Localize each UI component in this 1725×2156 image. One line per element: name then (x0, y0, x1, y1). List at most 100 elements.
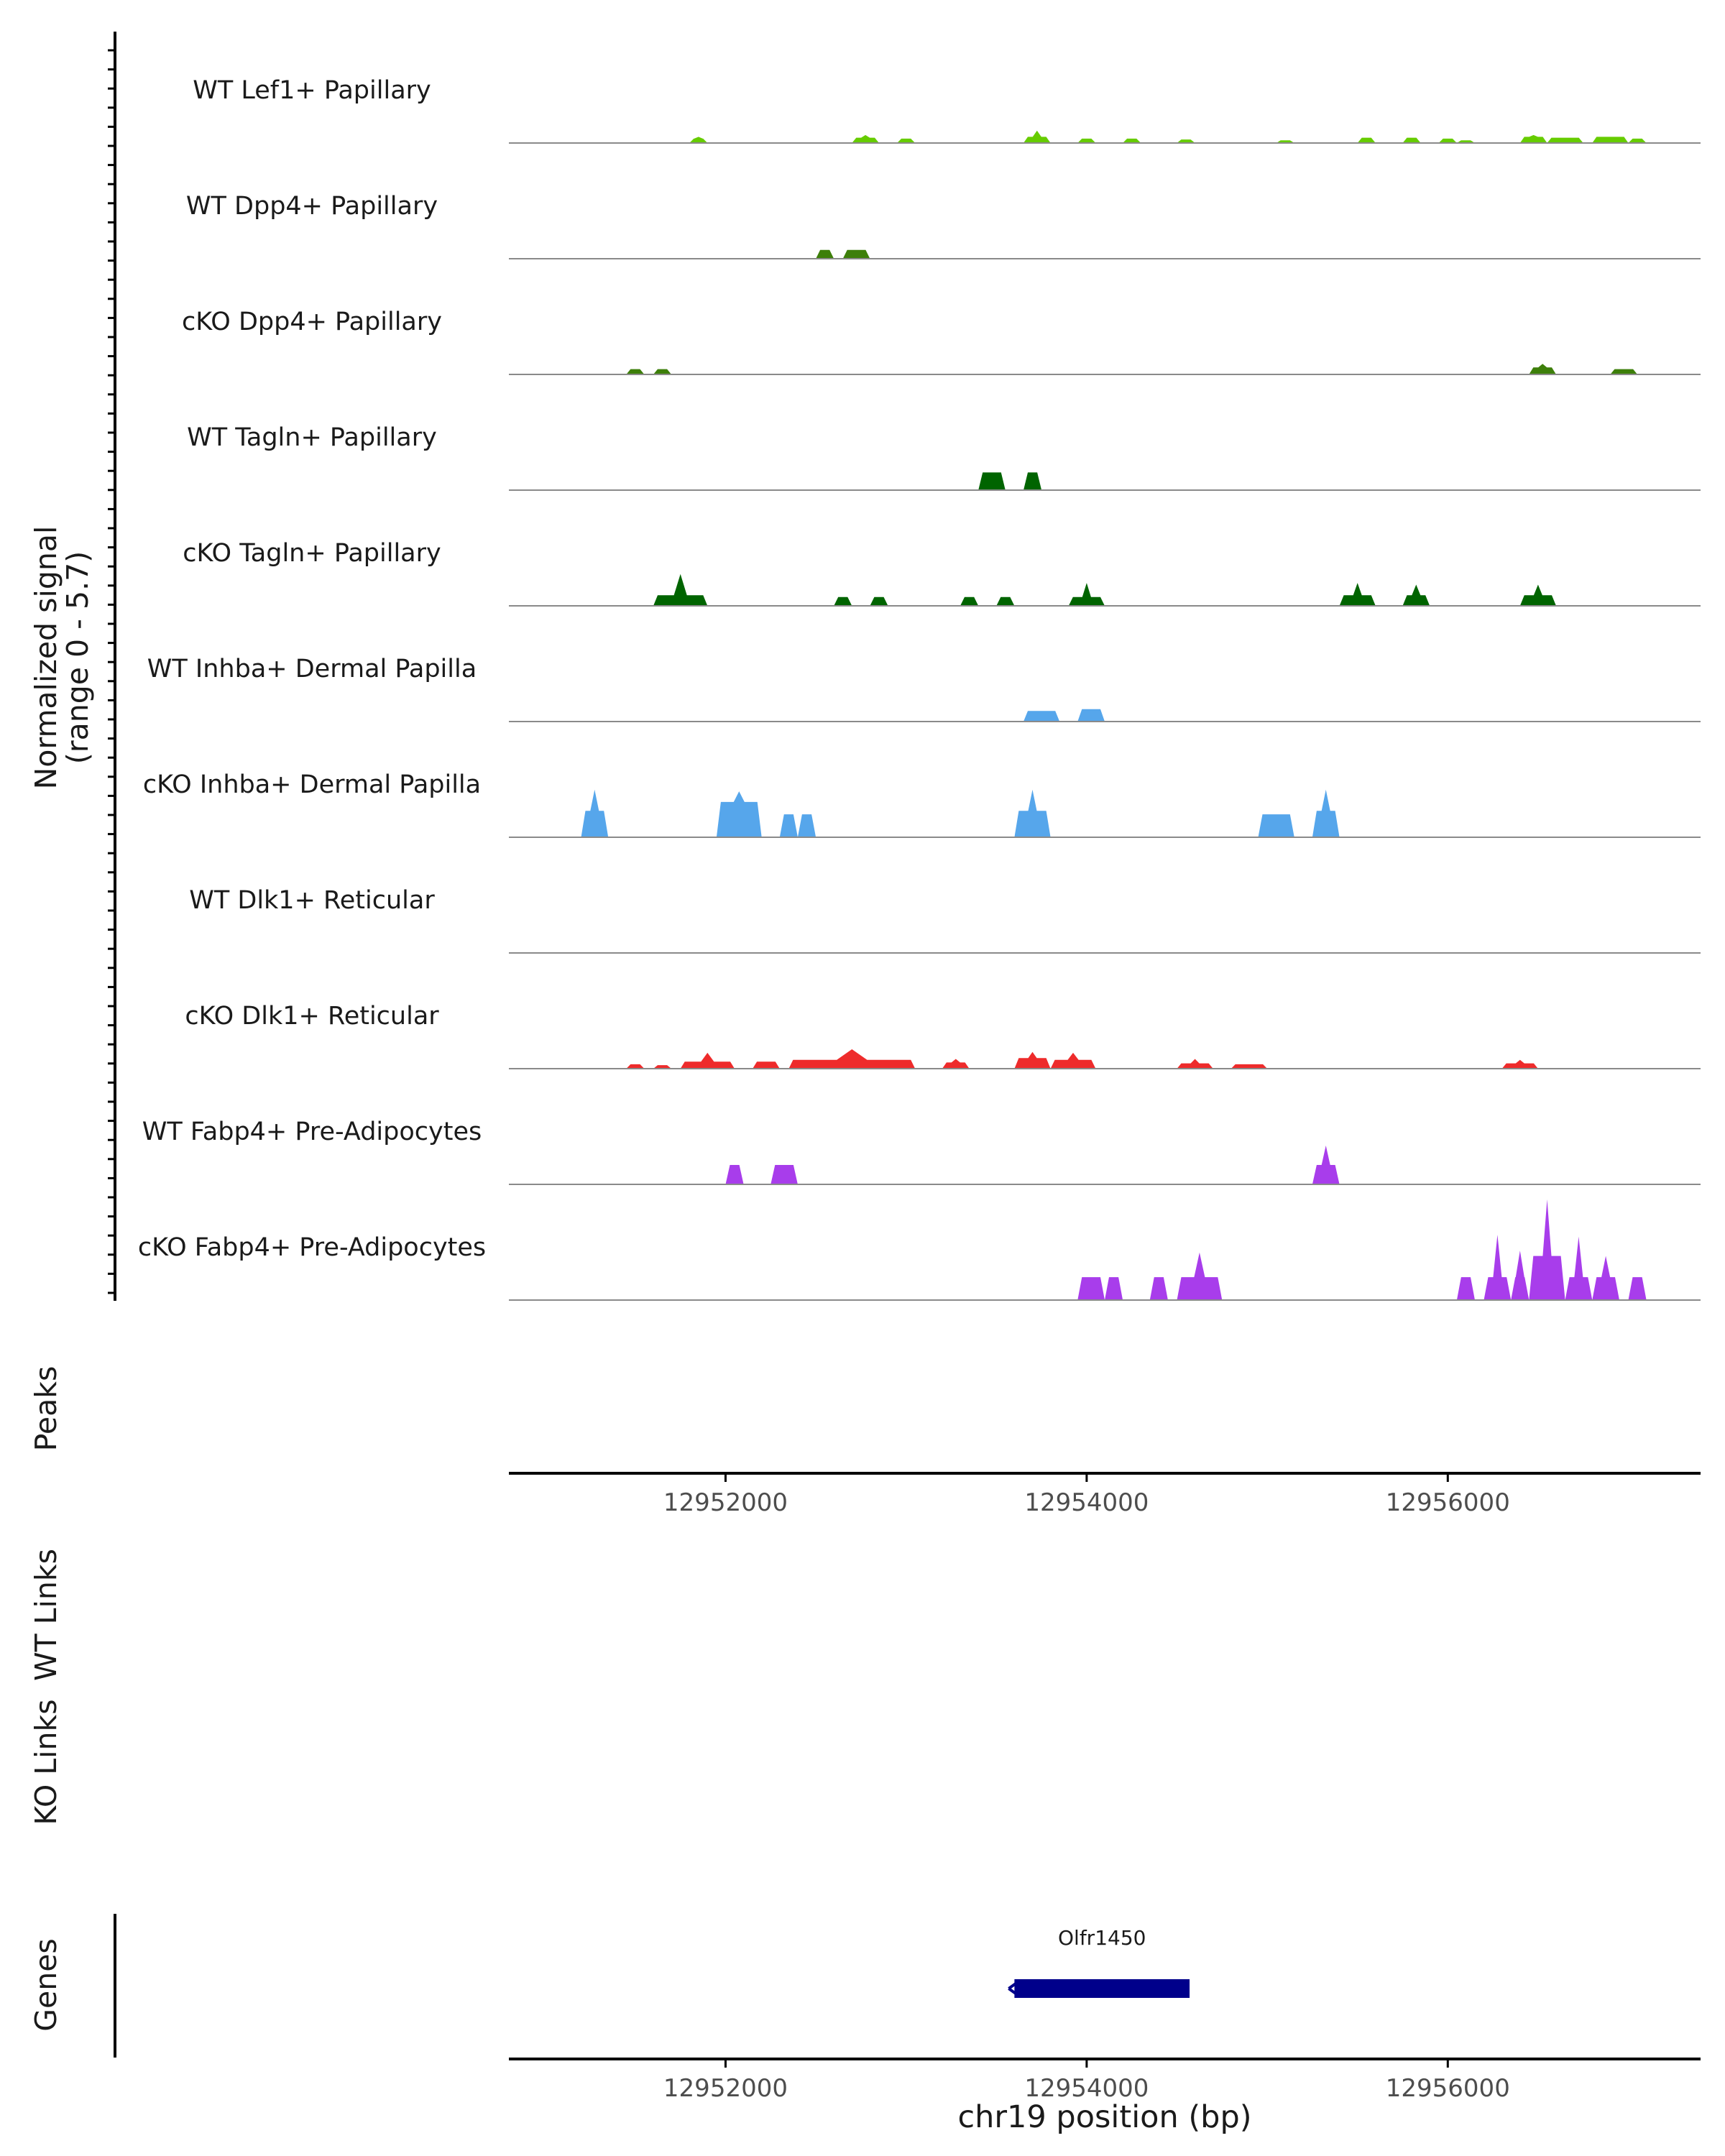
genes-track-label: Genes (29, 1938, 63, 2032)
signal-peak (653, 369, 672, 374)
signal-peak (996, 596, 1015, 606)
signal-peak (1339, 583, 1376, 606)
coverage-track: cKO Inhba+ Dermal Papilla (143, 770, 1701, 838)
track-label: cKO Dlk1+ Reticular (185, 1002, 439, 1031)
track-label: cKO Inhba+ Dermal Papilla (143, 770, 481, 799)
signal-peak (770, 1165, 798, 1184)
signal-peak (1610, 369, 1638, 374)
signal-peak (753, 1061, 780, 1069)
signal-peak (1438, 138, 1457, 143)
signal-peak (1501, 1059, 1538, 1069)
signal-peak (1357, 137, 1376, 143)
coverage-tracks: WT Lef1+ Papillary WT Dpp4+ Papillary cKO … (138, 76, 1701, 1301)
signal-peak (1024, 711, 1060, 722)
signal-peak (978, 472, 1006, 490)
signal-peak (1077, 1277, 1105, 1300)
gene-label: Olfr1450 (1058, 1926, 1146, 1950)
signal-peak (1529, 364, 1556, 374)
signal-peak (797, 814, 816, 837)
signal-peak (1123, 138, 1141, 143)
signal-peak (1024, 472, 1042, 490)
signal-peak (626, 1064, 645, 1069)
signal-peak (1402, 137, 1421, 143)
signal-peak (1519, 584, 1556, 606)
ko-links-label: KO Links (29, 1699, 63, 1825)
coverage-track: WT Dlk1+ Reticular (189, 886, 1701, 954)
peaks-track-label: Peaks (29, 1366, 63, 1452)
coverage-track: cKO Dlk1+ Reticular (185, 1002, 1701, 1069)
coverage-track: WT Inhba+ Dermal Papilla (147, 655, 1701, 722)
signal-peak (653, 573, 708, 606)
signal-peak (870, 596, 888, 606)
signal-peak (1456, 1277, 1475, 1300)
signal-peak (1077, 138, 1096, 143)
track-label: WT Dpp4+ Papillary (186, 192, 438, 221)
coverage-track: WT Fabp4+ Pre-Adipocytes (142, 1118, 1701, 1185)
signal-peak (788, 1049, 916, 1069)
signal-peak (1484, 1235, 1512, 1300)
signal-peak (716, 791, 762, 837)
track-label: WT Lef1+ Papillary (193, 76, 431, 105)
x-tick-label: 12954000 (1024, 2074, 1149, 2103)
track-label: cKO Dpp4+ Papillary (182, 308, 442, 336)
gene-body (1014, 1979, 1190, 1998)
signal-peak (1177, 139, 1195, 143)
x-axis-title: chr19 position (bp) (957, 2099, 1251, 2135)
y-label-line-1: Normalized signal (29, 526, 63, 790)
signal-peak (653, 1065, 672, 1069)
signal-peak (1519, 134, 1547, 143)
coverage-track: cKO Dpp4+ Papillary (182, 308, 1701, 375)
signal-peak (1024, 130, 1051, 143)
signal-peak (1105, 1277, 1123, 1300)
signal-peak (1565, 1236, 1593, 1300)
signal-peak (1529, 1199, 1565, 1300)
track-label: WT Inhba+ Dermal Papilla (147, 655, 477, 683)
signal-peak (1258, 814, 1294, 837)
x-tick-label: 12952000 (663, 1488, 788, 1517)
signal-peak (1014, 789, 1051, 837)
signal-peak (1312, 789, 1340, 837)
coverage-track: cKO Tagln+ Papillary (183, 539, 1701, 607)
signal-peak (581, 789, 609, 837)
signal-peak (942, 1059, 970, 1069)
wt-links-label: WT Links (29, 1549, 63, 1681)
x-tick-label: 12956000 (1386, 1488, 1510, 1517)
signal-peak (1628, 138, 1647, 143)
signal-peak (816, 249, 834, 259)
signal-peak (852, 134, 879, 143)
signal-peak (1014, 1051, 1051, 1069)
x-tick-label: 12952000 (663, 2074, 788, 2103)
signal-peak (725, 1165, 744, 1184)
genes-x-axis: 12952000 12954000 12956000 (509, 2058, 1701, 2103)
signal-peak (626, 369, 645, 374)
x-tick-label: 12954000 (1024, 1488, 1149, 1517)
signal-peak (1050, 1052, 1096, 1069)
track-label: WT Tagln+ Papillary (187, 423, 437, 452)
signal-peak (1068, 583, 1105, 606)
signal-peak (1511, 1250, 1530, 1300)
gene-models: Olfr1450 (1008, 1926, 1190, 1998)
track-label: WT Fabp4+ Pre-Adipocytes (142, 1118, 482, 1146)
track-label: cKO Fabp4+ Pre-Adipocytes (138, 1233, 486, 1262)
coverage-track: cKO Fabp4+ Pre-Adipocytes (138, 1199, 1701, 1301)
signal-peak (960, 596, 979, 606)
y-label-line-2: (range 0 - 5.7) (60, 551, 95, 764)
signal-peak (1149, 1277, 1168, 1300)
signal-peak (1177, 1059, 1213, 1069)
signal-peak (1592, 137, 1629, 143)
signal-peak (1177, 1252, 1223, 1300)
signal-peak (779, 814, 798, 837)
coverage-track: WT Lef1+ Papillary (193, 76, 1701, 144)
track-label: cKO Tagln+ Papillary (183, 539, 441, 568)
track-label: WT Dlk1+ Reticular (189, 886, 435, 915)
coverage-track: WT Tagln+ Papillary (187, 423, 1701, 491)
signal-peak (680, 1052, 735, 1069)
peaks-x-axis: 12952000 12954000 12956000 (509, 1472, 1701, 1517)
coverage-track: WT Dpp4+ Papillary (186, 192, 1701, 259)
signal-peak (897, 138, 916, 143)
signal-peak (1230, 1064, 1268, 1069)
signal-peak (1592, 1256, 1619, 1300)
signal-peak (1312, 1146, 1340, 1184)
signal-peak (689, 137, 708, 143)
